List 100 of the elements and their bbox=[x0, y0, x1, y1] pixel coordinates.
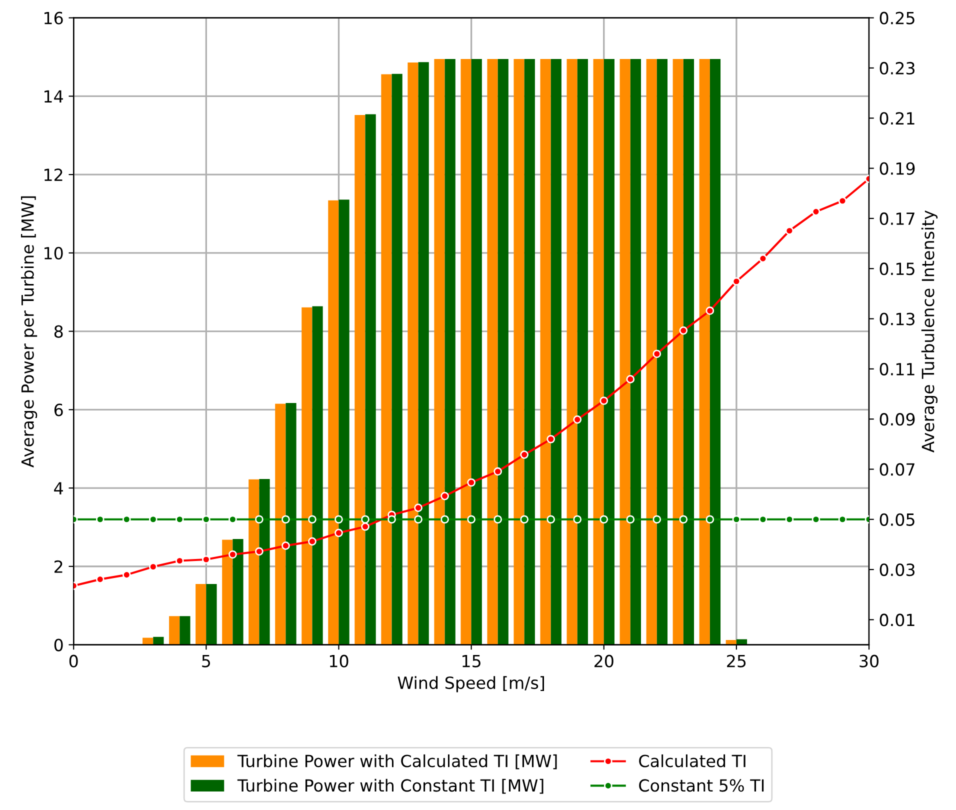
y2-tick-label: 0.11 bbox=[880, 362, 914, 376]
point bbox=[546, 515, 556, 524]
bar bbox=[460, 58, 472, 645]
point bbox=[812, 208, 820, 216]
bar bbox=[683, 58, 694, 645]
bar bbox=[498, 58, 508, 645]
x-axis-title: Wind Speed [m/s] bbox=[398, 676, 544, 692]
point bbox=[228, 550, 237, 559]
bar bbox=[302, 307, 312, 645]
point bbox=[494, 467, 502, 476]
point bbox=[255, 547, 264, 556]
point bbox=[600, 515, 608, 524]
bar bbox=[418, 62, 429, 645]
y2-axis-title: Average Turbulence Intensity bbox=[921, 210, 938, 452]
bar bbox=[699, 58, 710, 645]
point bbox=[334, 528, 343, 538]
y-tick-label: 12 bbox=[44, 168, 62, 181]
y-tick-label: 10 bbox=[44, 246, 63, 260]
y2-tick-label: 0.01 bbox=[880, 614, 914, 626]
bar bbox=[444, 58, 456, 645]
bar bbox=[540, 58, 551, 645]
x-tick-label: 0 bbox=[69, 654, 78, 668]
bar bbox=[354, 114, 366, 645]
bar bbox=[169, 616, 180, 645]
bar bbox=[710, 58, 721, 645]
x-tick-label: 20 bbox=[594, 654, 614, 668]
bar bbox=[566, 58, 578, 645]
y2-tick-label: 0.21 bbox=[880, 112, 914, 125]
point bbox=[440, 515, 449, 524]
x-tick-label: 10 bbox=[330, 654, 348, 668]
point bbox=[520, 450, 528, 459]
bar bbox=[593, 58, 604, 645]
bar bbox=[656, 58, 668, 645]
y2-tick-label: 0.13 bbox=[880, 312, 914, 326]
bar bbox=[381, 74, 392, 645]
y2-tick-label: 0.23 bbox=[880, 62, 914, 75]
y2-tick-label: 0.25 bbox=[880, 12, 914, 24]
y2-tick-label: 0.09 bbox=[880, 413, 915, 426]
point bbox=[520, 515, 528, 524]
bar bbox=[434, 58, 445, 645]
x-tick-label: 30 bbox=[860, 654, 878, 668]
bar bbox=[550, 58, 562, 645]
bar bbox=[338, 200, 350, 645]
point bbox=[494, 515, 502, 524]
bar bbox=[408, 62, 418, 645]
bar bbox=[620, 58, 630, 645]
point bbox=[414, 504, 422, 512]
point bbox=[255, 515, 264, 524]
point bbox=[626, 515, 635, 524]
bar bbox=[577, 58, 588, 645]
y-axis-title: Average Power per Turbine [MW] bbox=[20, 196, 38, 468]
point bbox=[467, 478, 476, 487]
point bbox=[282, 542, 290, 550]
y-tick-label: 8 bbox=[54, 325, 63, 338]
point bbox=[600, 396, 608, 405]
point bbox=[785, 226, 794, 235]
legend-label: Calculated TI bbox=[639, 754, 746, 768]
y2-tick-label: 0.03 bbox=[880, 563, 914, 576]
bar bbox=[312, 306, 323, 645]
y-tick-label: 6 bbox=[54, 404, 63, 416]
point bbox=[706, 515, 714, 524]
x-tick-label: 5 bbox=[202, 654, 210, 668]
bar bbox=[365, 114, 376, 645]
point bbox=[388, 515, 396, 524]
bar bbox=[524, 58, 535, 645]
bar bbox=[604, 58, 614, 645]
point bbox=[652, 350, 662, 358]
bar bbox=[142, 638, 154, 645]
y-tick-label: 2 bbox=[54, 560, 62, 573]
point bbox=[440, 492, 449, 500]
y-tick-label: 14 bbox=[44, 90, 63, 103]
bar bbox=[630, 58, 641, 645]
bar bbox=[222, 540, 233, 645]
point bbox=[414, 515, 422, 524]
point bbox=[652, 515, 662, 524]
bar bbox=[248, 479, 260, 645]
point bbox=[679, 515, 688, 524]
bar bbox=[196, 584, 206, 645]
point bbox=[282, 515, 290, 524]
y-tick-label: 4 bbox=[54, 482, 63, 494]
point bbox=[626, 375, 635, 384]
y-tick-label: 16 bbox=[44, 12, 63, 24]
bar bbox=[153, 636, 164, 645]
point bbox=[546, 434, 556, 444]
point bbox=[308, 515, 316, 524]
legend-label: Constant 5% TI bbox=[639, 779, 764, 792]
point bbox=[202, 555, 210, 564]
y2-tick-label: 0.17 bbox=[880, 212, 914, 226]
legend-label: Turbine Power with Constant TI [MW] bbox=[237, 778, 544, 794]
bar bbox=[286, 402, 296, 645]
bar bbox=[471, 58, 482, 645]
point bbox=[573, 515, 582, 524]
point bbox=[467, 515, 476, 524]
point bbox=[679, 326, 688, 335]
bar bbox=[259, 479, 270, 645]
y2-tick-label: 0.05 bbox=[880, 513, 914, 526]
point bbox=[361, 522, 370, 531]
point bbox=[361, 515, 370, 524]
point bbox=[334, 515, 343, 524]
point bbox=[706, 306, 714, 315]
